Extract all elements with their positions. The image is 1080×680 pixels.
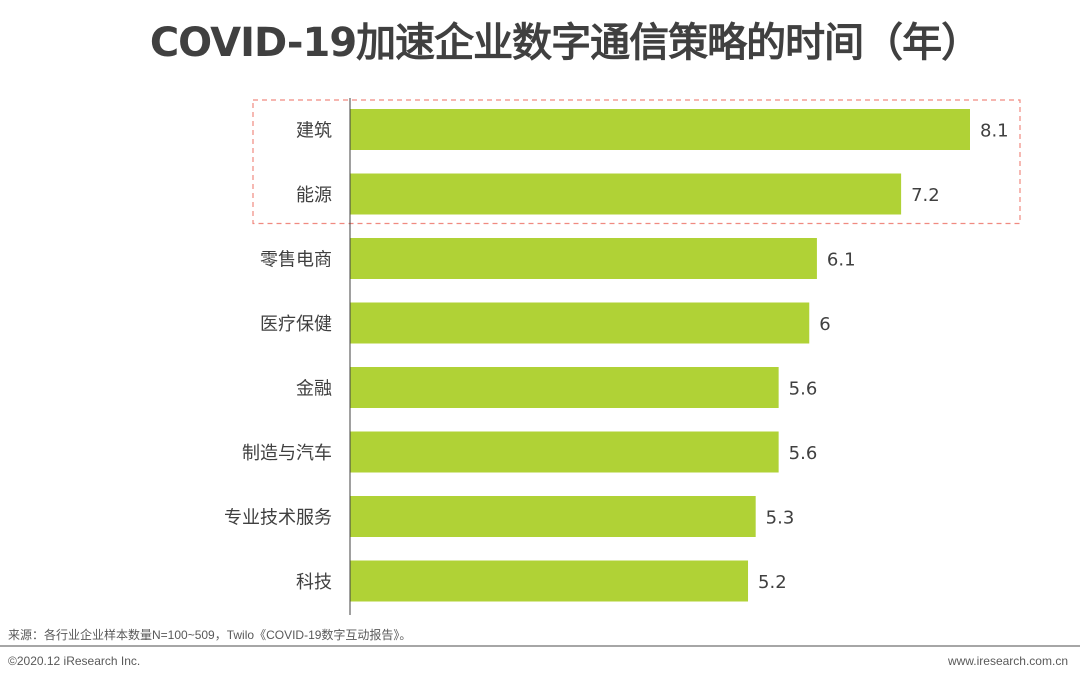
data-label: 6.1 (827, 250, 856, 271)
category-label: 金融 (296, 379, 332, 400)
category-label: 零售电商 (260, 250, 332, 271)
source-note: 来源：各行业企业样本数量N=100~509，Twilo《COVID-19数字互动… (8, 628, 412, 642)
data-label: 5.2 (758, 572, 787, 593)
bar (350, 496, 756, 537)
category-label: 制造与汽车 (242, 443, 332, 464)
bar (350, 173, 902, 215)
website-link[interactable]: www.iresearch.com.cn (947, 654, 1068, 668)
category-label: 能源 (296, 185, 332, 206)
data-label: 7.2 (911, 185, 940, 206)
bar (350, 109, 970, 150)
data-label: 5.6 (789, 443, 818, 464)
bar (350, 302, 810, 344)
highlight-box (252, 99, 1021, 225)
bar-chart: 建筑 8.1 能源 7.2 零售电商 6.1 医疗保健 6 金融 5.6 制造与汽车 5.6 专业技术服… (224, 98, 1021, 615)
data-label: 8.1 (980, 121, 1009, 142)
data-label: 5.3 (766, 508, 795, 529)
bar (350, 238, 817, 279)
data-label: 5.6 (789, 379, 818, 400)
chart-title: COVID-19加速企业数字通信策略的时间（年） (149, 20, 981, 66)
category-label: 建筑 (296, 121, 332, 142)
copyright-text: ©2020.12 iResearch Inc. (8, 654, 141, 668)
bar (350, 367, 779, 408)
bar (350, 560, 749, 602)
category-label: 专业技术服务 (224, 508, 332, 529)
category-label: 科技 (296, 572, 332, 593)
data-label: 6 (819, 314, 830, 335)
category-label: 医疗保健 (260, 314, 332, 335)
footer-divider (0, 645, 1080, 647)
bar (350, 431, 779, 473)
